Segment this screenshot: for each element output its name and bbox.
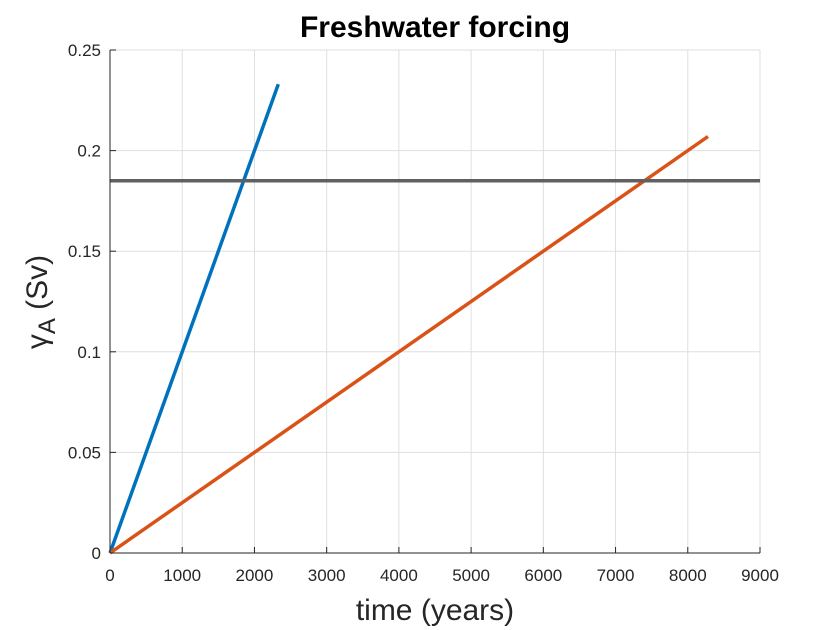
x-tick-label: 2000 — [236, 566, 274, 585]
y-axis-unit: (Sv) — [21, 255, 54, 318]
plot-area — [110, 50, 760, 553]
y-tick-label: 0.15 — [68, 242, 101, 261]
axes — [109, 49, 761, 554]
x-tick-label: 0 — [105, 566, 114, 585]
x-tick-label: 3000 — [308, 566, 346, 585]
svg-text:γA (Sv): γA (Sv) — [21, 255, 61, 349]
x-tick-label: 7000 — [597, 566, 635, 585]
series-line-2 — [108, 135, 710, 555]
y-axis-symbol: γ — [21, 334, 54, 349]
x-tick-label: 5000 — [452, 566, 490, 585]
y-tick-label: 0 — [92, 544, 101, 563]
x-tick-label: 8000 — [669, 566, 707, 585]
y-tick-label: 0.2 — [77, 142, 101, 161]
y-axis-title: γA (Sv) — [21, 255, 61, 349]
x-tick-label: 4000 — [380, 566, 418, 585]
y-axis-subscript: A — [34, 318, 61, 334]
x-axis-title: time (years) — [356, 594, 514, 627]
y-tick-labels: 0 0.05 0.1 0.15 0.2 0.25 — [68, 41, 101, 563]
chart-title: Freshwater forcing — [300, 11, 570, 44]
series-layer — [108, 83, 760, 555]
x-tick-label: 1000 — [163, 566, 201, 585]
y-tick-label: 0.1 — [77, 343, 101, 362]
series-line-1 — [108, 83, 280, 554]
y-tick-label: 0.25 — [68, 41, 101, 60]
y-tick-label: 0.05 — [68, 443, 101, 462]
grid — [110, 49, 761, 553]
x-tick-labels: 0 1000 2000 3000 4000 5000 6000 7000 8000 9000 — [105, 566, 779, 585]
x-tick-label: 9000 — [741, 566, 779, 585]
x-tick-label: 6000 — [524, 566, 562, 585]
